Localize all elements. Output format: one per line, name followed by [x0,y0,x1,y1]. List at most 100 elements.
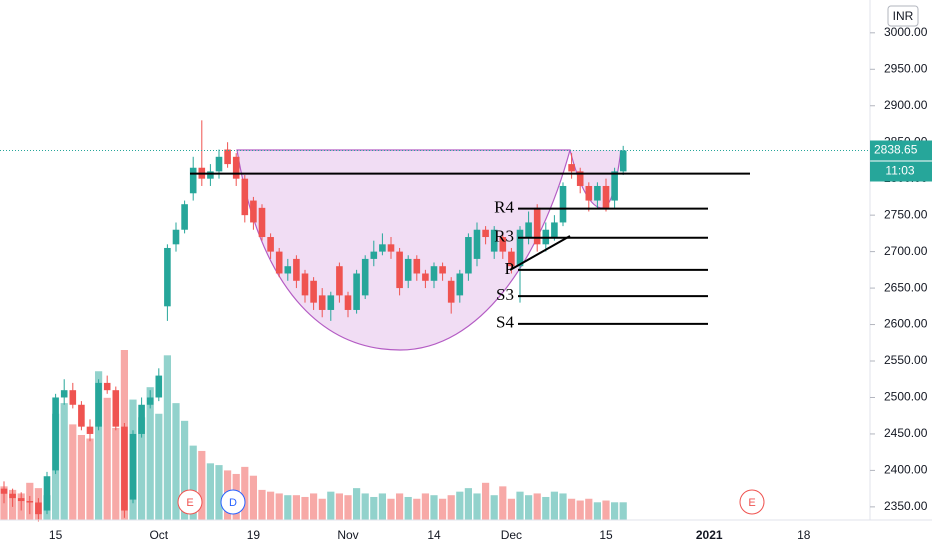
candle-body [95,382,102,427]
volume-bar [344,495,352,520]
volume-bar [95,371,103,520]
candle-body [121,426,128,511]
y-tick-label: 2650.00 [884,280,928,294]
candle-body [146,397,154,405]
volume-bar [318,498,326,520]
y-tick-label: 3000.00 [884,25,928,39]
volume-bar [206,463,214,520]
candle-body [318,295,326,310]
candle-body [35,502,42,515]
candle-body [344,295,352,310]
candle-body [482,229,489,238]
currency-box[interactable] [887,5,919,27]
volume-bar [585,498,593,520]
volume-bar [215,465,223,520]
last-price-label: 2838.65 [874,143,918,157]
candle-body [258,207,266,238]
volume-bar [284,495,292,520]
candle-body [69,390,77,405]
event-marker[interactable] [177,489,203,515]
volume-bar [516,491,524,520]
candle-body [576,171,584,186]
candle-body [215,156,223,172]
volume-bar [189,445,197,520]
volume-bar [327,491,335,520]
candle-body [26,501,34,503]
candle-body [293,258,300,281]
candle-body [422,273,429,281]
volume-bar [413,498,421,520]
pivot-label: S4 [496,313,514,332]
volume-bar [181,420,189,520]
volume-bar [507,498,515,520]
volume-bar [163,355,171,520]
y-tick-label: 2700.00 [884,244,928,258]
y-tick-label: 2550.00 [884,353,928,367]
candle-body [267,237,274,252]
volume-bar [138,417,146,520]
candle-body [456,273,464,296]
volume-bar [310,493,318,520]
volume-bar [473,493,481,520]
event-label: E [186,497,193,509]
volume-bar [267,491,275,520]
candle-body [207,171,214,179]
candle-body [559,185,567,223]
event-marker[interactable] [220,489,246,515]
volume-bar [258,489,266,520]
candle-body [327,295,335,310]
volume-bar [241,466,249,520]
volume-bar [439,498,447,520]
currency: INR [893,9,914,23]
candle-body [447,280,455,303]
volume-bar [464,488,472,520]
volume-bar [482,482,490,520]
volume-bar [430,495,438,520]
volume-bar [611,502,619,520]
candle-body [568,164,575,172]
candle-body [86,426,94,434]
candle-body [275,251,283,274]
pivot-label: R3 [494,227,514,246]
candle-body [0,488,8,494]
volume-bar [86,438,94,520]
candle-body [241,178,249,216]
volume-bar [568,498,576,520]
candle-body [224,149,231,165]
candle-body [60,390,68,398]
volume-bar [198,450,206,520]
x-tick-label: Dec [501,528,522,542]
y-tick-label: 2600.00 [884,317,928,331]
candle-body [585,185,593,201]
candle-body [52,397,59,471]
volume-bar [533,493,541,520]
candle-body [78,404,85,427]
candle-body [370,251,378,259]
candle-body [189,167,197,194]
candle-body [611,171,618,201]
volume-bar [404,496,412,520]
candle-body [181,204,188,230]
countdown: 11:03 [885,164,914,178]
candle-body [138,404,145,434]
candle-body [112,390,120,427]
candle-body [43,476,51,511]
candle-body [499,237,507,252]
volume-bar [559,493,567,520]
volume-bar [550,491,558,520]
event-marker[interactable] [739,489,765,515]
volume-bar [301,496,309,520]
pivot-label: R4 [494,197,514,216]
candle-body [404,258,412,281]
volume-bar [275,493,283,520]
pivot-label: S3 [496,285,514,304]
y-tick-label: 2950.00 [884,61,928,75]
last-price-box [870,140,932,161]
candle-body [103,382,111,391]
volume-bar [447,495,455,520]
candle-body [602,185,610,208]
candle-body [155,375,163,398]
pivot-label: P [505,259,514,278]
candle-body [232,156,240,179]
